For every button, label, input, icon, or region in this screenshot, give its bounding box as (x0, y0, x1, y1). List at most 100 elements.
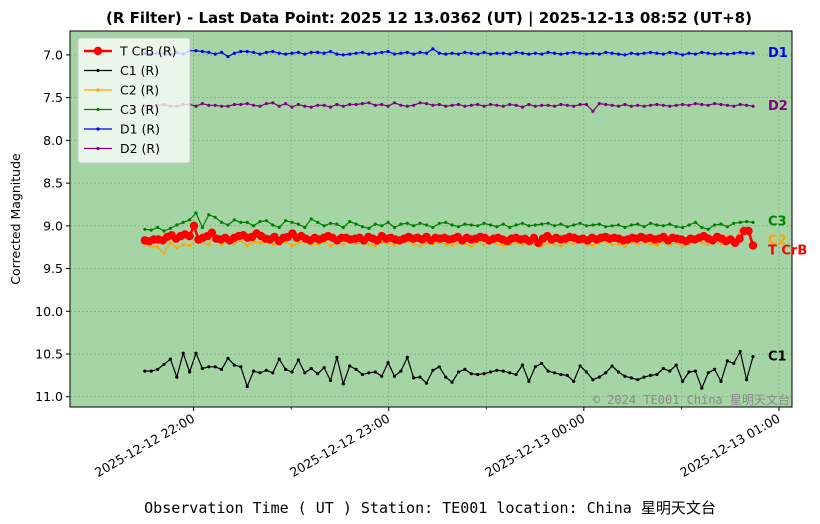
data-point (181, 351, 185, 355)
data-point (252, 224, 256, 228)
data-point (354, 102, 358, 107)
data-point (616, 223, 621, 227)
data-point (175, 375, 179, 379)
data-point (469, 51, 473, 55)
data-point (418, 375, 422, 379)
data-point (207, 103, 211, 107)
data-point (648, 242, 653, 246)
data-point (616, 242, 621, 246)
data-point (444, 375, 448, 379)
data-point (296, 50, 300, 55)
x-tick-label: 2025-12-12 23:00 (287, 411, 392, 480)
data-point (540, 103, 544, 107)
data-point (520, 363, 525, 367)
data-point (328, 378, 333, 383)
data-point (572, 242, 576, 246)
data-point (738, 50, 742, 55)
data-point (552, 104, 557, 108)
series-c1 (143, 349, 755, 390)
data-point (540, 361, 544, 365)
data-point (373, 51, 377, 55)
data-point (655, 372, 659, 377)
legend-marker (93, 46, 103, 56)
data-point (303, 225, 307, 230)
data-point (604, 225, 608, 229)
data-point (309, 366, 313, 371)
data-point (674, 225, 678, 229)
data-point (290, 220, 294, 224)
data-point (341, 243, 345, 247)
data-point (661, 52, 665, 56)
data-point (681, 244, 685, 248)
data-point (284, 219, 288, 223)
data-point (604, 50, 608, 55)
data-point (185, 231, 194, 241)
y-tick-label: 9.0 (43, 218, 63, 233)
data-point (572, 223, 576, 227)
data-point (713, 367, 717, 371)
data-point (514, 223, 518, 227)
data-point (546, 103, 550, 107)
data-point (290, 243, 294, 248)
data-point (194, 49, 198, 53)
y-tick-label: 10.0 (35, 304, 63, 319)
data-point (456, 52, 461, 56)
data-point (232, 363, 236, 367)
data-point (450, 380, 454, 384)
data-point (239, 102, 243, 107)
data-point (648, 50, 653, 55)
data-point (456, 102, 461, 107)
data-point (719, 102, 723, 107)
data-point (309, 50, 313, 55)
series-end-labels: C1 C2 C3 D1 D2 T CrB (768, 46, 807, 364)
y-tick-label: 8.0 (43, 133, 63, 148)
data-point (271, 223, 275, 227)
data-point (316, 103, 320, 107)
data-point (328, 49, 333, 54)
data-point (189, 221, 199, 230)
legend-label: D2 (R) (120, 141, 160, 156)
data-point (584, 52, 589, 56)
data-point (508, 371, 512, 375)
end-label-c2: C2 (768, 234, 787, 249)
data-point (226, 104, 230, 108)
data-point (258, 371, 262, 375)
data-point (239, 220, 243, 224)
data-point (514, 372, 518, 377)
data-point (463, 104, 467, 108)
data-point (232, 218, 236, 222)
data-point (713, 102, 717, 106)
data-point (207, 365, 211, 369)
data-point (271, 243, 275, 247)
data-point (232, 102, 236, 107)
legend-box (77, 37, 191, 164)
y-tick-label: 8.5 (43, 176, 63, 191)
y-axis-label: Corrected Magnitude (8, 153, 23, 285)
legend-label: T CrB (R) (119, 44, 176, 59)
watermark: © 2024 TE001 China 星明天文台 (593, 392, 790, 407)
data-point (277, 51, 281, 55)
data-point (284, 367, 288, 371)
data-point (751, 220, 755, 224)
data-point (642, 51, 646, 55)
data-point (482, 104, 486, 108)
data-point (476, 372, 480, 377)
data-point (482, 372, 486, 376)
data-point (354, 367, 358, 371)
data-point (527, 379, 531, 383)
data-point (735, 234, 744, 243)
data-point (412, 103, 416, 107)
data-point (668, 104, 672, 108)
data-point (200, 225, 204, 230)
data-point (559, 102, 563, 107)
data-point (610, 224, 614, 228)
data-point (226, 356, 230, 360)
data-point (681, 102, 685, 107)
data-point (559, 52, 563, 56)
data-point (540, 52, 544, 56)
end-label-c1: C1 (768, 350, 787, 365)
data-point (322, 224, 326, 228)
data-point (674, 103, 678, 107)
data-point (405, 50, 409, 55)
